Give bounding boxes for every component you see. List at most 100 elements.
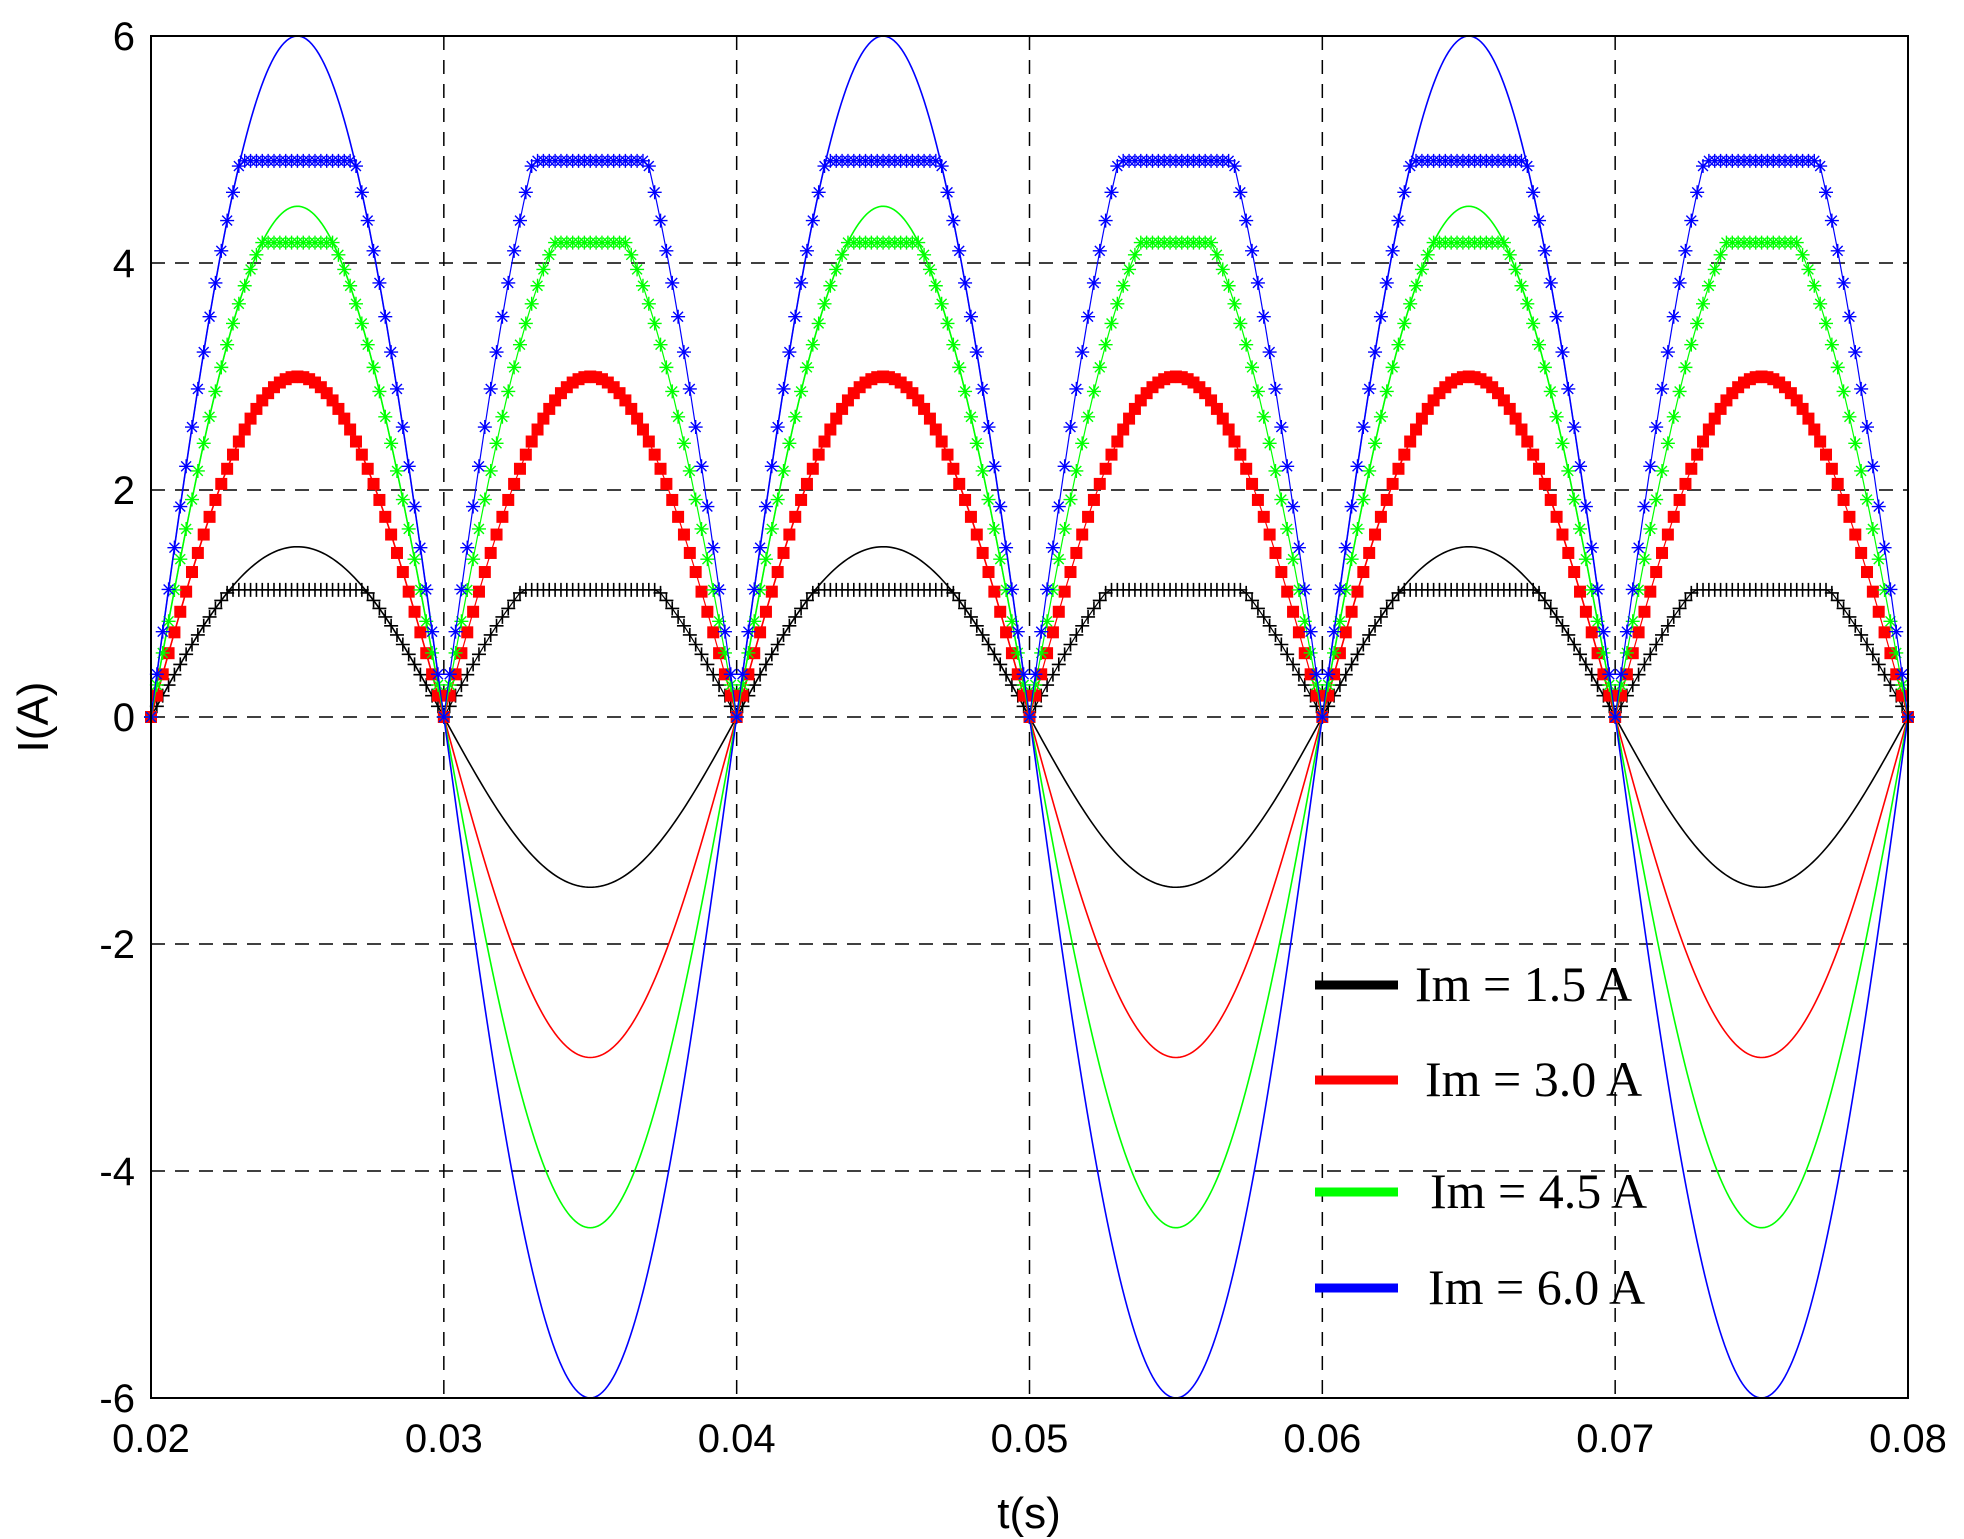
data-point xyxy=(1373,409,1388,424)
data-point xyxy=(1619,624,1634,639)
data-point xyxy=(1344,499,1359,514)
data-point xyxy=(1655,627,1670,642)
data-point xyxy=(1338,667,1353,682)
data-point xyxy=(1004,614,1019,629)
data-point xyxy=(250,402,263,415)
data-point xyxy=(454,582,469,597)
data-point xyxy=(419,582,434,597)
data-point xyxy=(794,275,809,290)
data-point xyxy=(1532,585,1547,600)
data-point xyxy=(1848,436,1863,451)
data-point xyxy=(1813,159,1828,174)
data-point xyxy=(401,647,416,662)
data-point xyxy=(1515,423,1528,436)
data-point xyxy=(1855,546,1868,559)
data-point xyxy=(208,275,223,290)
data-point xyxy=(694,647,709,662)
data-point xyxy=(1297,582,1312,597)
data-point xyxy=(1666,309,1681,324)
data-point xyxy=(1632,626,1645,639)
data-point xyxy=(1556,528,1569,541)
data-point xyxy=(1625,614,1640,629)
data-point xyxy=(512,213,527,228)
data-point xyxy=(490,528,503,541)
data-point xyxy=(1092,243,1107,258)
data-point xyxy=(665,384,680,399)
data-point xyxy=(1246,477,1259,490)
x-tick-label: 0.06 xyxy=(1283,1417,1361,1461)
data-point xyxy=(631,412,644,425)
data-point xyxy=(149,667,164,682)
data-point xyxy=(1637,552,1652,567)
data-point xyxy=(648,448,661,461)
x-tick-label: 0.08 xyxy=(1869,1417,1947,1461)
data-point xyxy=(794,601,809,616)
data-point xyxy=(1526,582,1541,597)
data-point xyxy=(1567,492,1582,507)
data-point xyxy=(1637,657,1652,672)
data-point xyxy=(1262,345,1277,360)
data-point xyxy=(501,601,516,616)
data-point xyxy=(1789,235,1804,250)
data-point xyxy=(624,247,639,262)
data-point xyxy=(472,585,485,598)
data-point xyxy=(1661,528,1674,541)
data-point xyxy=(1004,582,1019,597)
data-point xyxy=(1287,605,1300,618)
data-point xyxy=(1802,412,1815,425)
data-point xyxy=(1127,247,1142,262)
data-point xyxy=(1368,345,1383,360)
data-point xyxy=(1543,601,1558,616)
data-point xyxy=(430,677,445,692)
data-point xyxy=(1666,409,1681,424)
data-point xyxy=(1291,667,1306,682)
data-point xyxy=(425,624,440,639)
data-point xyxy=(1256,309,1271,324)
data-point xyxy=(1584,667,1599,682)
data-point xyxy=(1625,582,1640,597)
data-point xyxy=(1344,552,1359,567)
data-point xyxy=(707,626,720,639)
data-point xyxy=(1075,345,1090,360)
data-point xyxy=(149,677,164,692)
data-point xyxy=(1666,609,1681,624)
data-point xyxy=(1842,609,1857,624)
data-point xyxy=(524,159,539,174)
data-point xyxy=(999,540,1014,555)
data-point xyxy=(1871,657,1886,672)
data-point xyxy=(671,309,686,324)
data-point xyxy=(941,448,954,461)
data-point xyxy=(366,593,381,608)
data-point xyxy=(167,667,182,682)
data-point xyxy=(419,614,434,629)
data-point xyxy=(1093,477,1106,490)
data-point xyxy=(225,185,240,200)
data-point xyxy=(202,409,217,424)
data-point xyxy=(1555,436,1570,451)
x-tick-label: 0.03 xyxy=(405,1417,483,1461)
data-point xyxy=(741,624,756,639)
data-point xyxy=(969,436,984,451)
data-point xyxy=(1561,627,1576,642)
data-point xyxy=(238,423,251,436)
data-point xyxy=(759,605,772,618)
data-point xyxy=(1268,627,1283,642)
data-point xyxy=(1222,423,1235,436)
data-point xyxy=(1117,423,1130,436)
data-point xyxy=(354,316,369,331)
data-point xyxy=(981,420,996,435)
data-point xyxy=(764,647,779,662)
data-point xyxy=(1281,585,1294,598)
data-point xyxy=(1303,645,1318,660)
data-point xyxy=(1521,435,1534,448)
data-point xyxy=(1239,337,1254,352)
data-point xyxy=(1297,678,1312,693)
data-point xyxy=(1861,566,1874,579)
data-point xyxy=(1104,316,1119,331)
data-point xyxy=(975,627,990,642)
data-point xyxy=(799,593,814,608)
data-point xyxy=(682,463,697,478)
data-point xyxy=(1865,647,1880,662)
data-point xyxy=(1268,463,1283,478)
data-point xyxy=(196,618,211,633)
